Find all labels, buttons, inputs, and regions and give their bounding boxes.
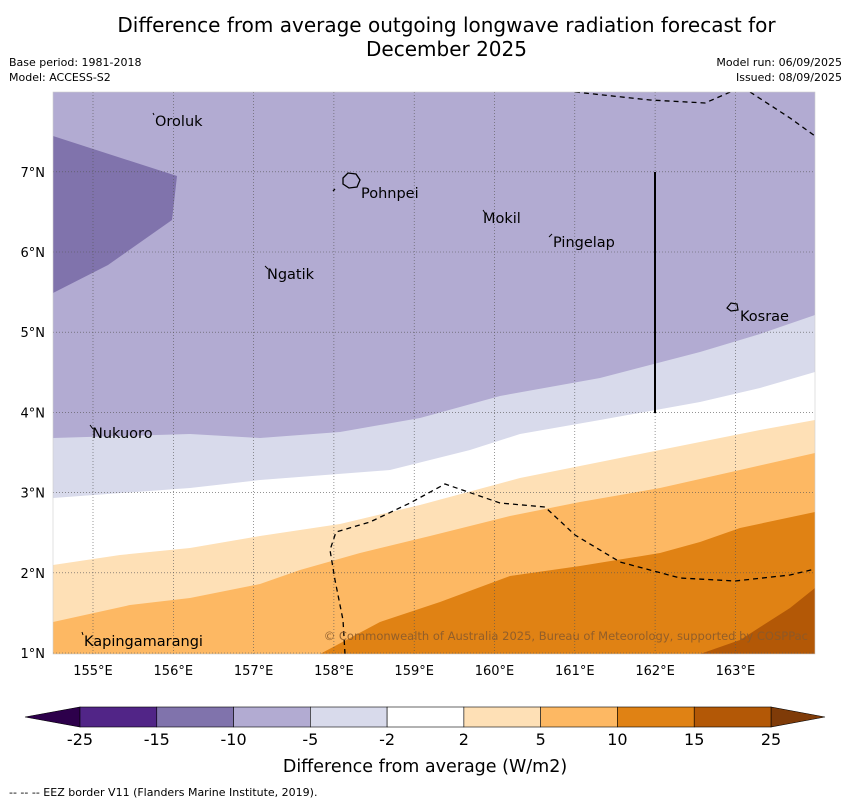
colorbar-swatch [693,706,772,728]
ant-atoll-mark [332,188,336,192]
map-plot-area: Oroluk Pohnpei Mokil Pingelap Ngatik Kos… [53,92,815,654]
longitude-tick-label: 156°E [154,664,194,679]
colorbar-tick-label: 5 [536,730,546,749]
colorbar-extend-high [770,706,826,728]
footer-note: -- -- -- EEZ border V11 (Flanders Marine… [9,786,318,799]
longitude-tick-label: 158°E [314,664,354,679]
copyright-watermark: © Commonwealth of Australia 2025, Bureau… [324,629,808,643]
colorbar-tick-label: -5 [302,730,318,749]
place-label-pohnpei: Pohnpei [361,186,419,202]
meta-left: Base period: 1981-2018 Model: ACCESS-S2 [9,55,141,85]
base-period: Base period: 1981-2018 [9,56,142,69]
longitude-tick-label: 157°E [234,664,274,679]
eez-border-north [574,92,733,104]
map-title: Difference from average outgoing longwav… [0,13,850,61]
latitude-tick-label: 7°N [21,166,46,181]
title-line-1: Difference from average outgoing longwav… [117,13,776,37]
colorbar-tick-label: 15 [684,730,704,749]
colorbar-tick-label: 10 [607,730,627,749]
colorbar-swatch [156,706,234,728]
colorbar-tick-label: -15 [144,730,170,749]
colorbar-tick-label: 2 [459,730,469,749]
longitude-tick-labels: 155°E 156°E 157°E 158°E 159°E 160°E 161°E 162°E… [73,664,755,679]
ngatik-atoll-mark [264,265,269,270]
longitude-tick-label: 161°E [555,664,595,679]
latitude-tick-label: 4°N [21,406,46,421]
mokil-atoll-mark [482,209,486,214]
colorbar-swatch [463,706,541,728]
colorbar-swatch [540,706,618,728]
longitude-tick-label: 162°E [635,664,675,679]
colorbar-label: Difference from average (W/m2) [283,757,567,777]
colorbar: -25 -15 -10 -5 -2 2 5 10 15 25 [24,706,826,749]
longitude-tick-label: 155°E [73,664,113,679]
colorbar-tick-label: -25 [67,730,93,749]
eez-border-northeast [749,92,815,137]
band-10-15 [320,512,815,654]
kosrae-island-outline [726,302,739,312]
eez-border-south [329,483,815,654]
place-label-kapingamarangi: Kapingamarangi [84,634,203,650]
place-label-ngatik: Ngatik [267,267,315,283]
colorbar-tick-label: -10 [220,730,246,749]
place-label-nukuoro: Nukuoro [92,426,153,442]
issued-date: Issued: 08/09/2025 [735,71,842,84]
model-name: Model: ACCESS-S2 [9,71,111,84]
latitude-tick-label: 6°N [21,246,46,261]
latitude-tick-label: 2°N [21,567,46,582]
place-label-pingelap: Pingelap [553,235,615,251]
colorbar-swatch [310,706,388,728]
colorbar-swatch [386,706,465,728]
oroluk-atoll-mark [152,112,155,116]
meta-right: Model run: 06/09/2025 Issued: 08/09/2025 [716,55,842,85]
band-minus15-minus10 [53,136,177,293]
place-label-kosrae: Kosrae [740,309,789,325]
colorbar-extend-low [24,706,81,728]
model-run: Model run: 06/09/2025 [716,56,842,69]
colorbar-swatch [79,706,158,728]
longitude-tick-label: 159°E [394,664,434,679]
map-frame [52,91,816,655]
kapingamarangi-atoll-mark [81,631,84,636]
band-15-25 [700,588,815,654]
latitude-tick-label: 3°N [21,487,46,502]
colorbar-tick-label: -2 [379,730,395,749]
pohnpei-island-outline [342,172,361,189]
latitude-tick-label: 1°N [21,647,46,662]
colorbar-swatch [233,706,311,728]
place-label-oroluk: Oroluk [155,114,203,130]
longitude-tick-label: 163°E [716,664,756,679]
latitude-tick-label: 5°N [21,326,46,341]
latitude-tick-labels: 1°N 2°N 3°N 4°N 5°N 6°N 7°N [21,166,46,662]
longitude-tick-label: 160°E [475,664,515,679]
place-label-mokil: Mokil [483,211,521,227]
pingelap-atoll-mark [548,233,553,238]
nukuoro-atoll-mark [89,424,94,430]
title-line-2: December 2025 [366,37,527,61]
colorbar-tick-label: 25 [761,730,781,749]
colorbar-swatch [617,706,695,728]
